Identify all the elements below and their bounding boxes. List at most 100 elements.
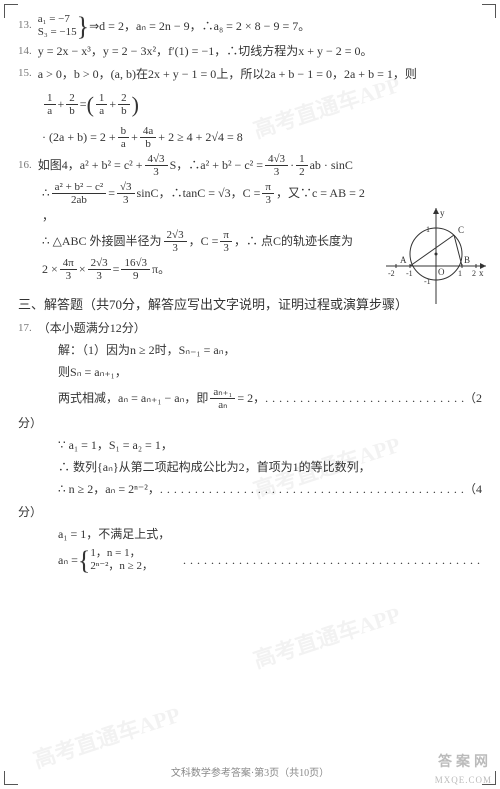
text: 分） [18,414,42,433]
q17-s8: aₙ = { 1，n = 1， 2ⁿ⁻²，n ≥ 2， ............… [18,547,482,573]
q15-cond2: b > 0 [74,65,99,84]
q15-line: 2x + y − 1 = 0 [148,65,216,84]
q17-fen1: 分） [18,414,482,433]
text: = [113,260,120,279]
frac: 16√39 [121,257,150,282]
q17-s5: ∴ 数列 {aₙ} 从第二项起构成公比为2，首项为1的等比数列， [18,458,482,477]
text: aₙ = [58,551,78,570]
text: 则 [58,363,70,382]
q15-l3: · (2a + b) = 2 + ba + 4ab + 2 ≥ 4 + 2√4 … [18,125,482,150]
tick: -1 [424,277,431,286]
text: a₁ = 1 [58,525,86,544]
text: S [170,156,177,175]
text: ，∴ [159,184,183,203]
q15-point: (a, b) [111,65,136,84]
q16-graph: A B C O x y -1 1 2 -2 1 -1 [386,208,486,304]
q17-head: 17. （本小题满分12分） [18,319,482,338]
circle-diagram-svg: A B C O x y -1 1 2 -2 1 -1 [386,208,486,304]
y-arrow [433,208,439,214]
q15-eqB: 2a + b = 1 [344,65,393,84]
crop-mark-tl [4,4,18,18]
text: C = [201,232,219,251]
q14: 14. y = 2x − x³， y = 2 − 3x²， f′(1) = −1… [18,42,482,61]
frac: 2√33 [88,257,111,282]
q13: 13. a₁ = −7 S₃ = −15 } ⇒ d = 2 ， aₙ = 2n… [18,13,482,39]
text: ， [189,232,201,251]
question-number: 15. [18,65,32,83]
text: aₙ = 2ⁿ⁻² [105,480,148,499]
text: ，不满足上式， [86,525,170,544]
q17-title: （本小题满分12分） [38,319,146,338]
text: ，即 [184,389,208,408]
tick: -2 [388,269,395,278]
q13-d: d = 2 [99,17,124,36]
brace-expr: { 1，n = 1， 2ⁿ⁻²，n ≥ 2， [78,547,153,573]
q17-s1: 解：（1）因为 n ≥ 2 时， Sₙ₋₁ = aₙ， [18,341,482,360]
brace-right: } [77,20,89,33]
q14-eq1: y = 2x − x³ [38,42,91,61]
text: 上，所以 [216,65,264,84]
text: c = AB = 2 [312,184,365,203]
page-footer: 文科数学参考答案·第3页（共10页） [0,764,500,779]
question-number: 13. [18,17,32,35]
stamp-sub: MXQE.COM [435,775,492,785]
label-O: O [438,267,445,277]
q14-tangent: x + y − 2 = 0 [298,42,360,61]
text: 解：（1）因为 [58,341,130,360]
tick: 1 [426,225,430,234]
text: ， [148,480,160,499]
frac: 2b [118,92,130,117]
center-dot [435,253,438,256]
frac: 4√33 [265,153,288,178]
text: 如图4， [38,156,80,175]
brace-expr: a₁ = −7 S₃ = −15 } [38,13,89,39]
text: × [79,260,86,279]
text: + [131,128,138,147]
axis-y: y [440,208,445,218]
line-AC [410,235,454,266]
text: 2 × [42,260,58,279]
q17-s6: ∴ n ≥ 2， aₙ = 2ⁿ⁻² ， ...................… [18,480,482,499]
label-B: B [464,255,470,265]
text: 。 [158,260,170,279]
text: n ≥ 2 [130,341,155,360]
q17-s7: a₁ = 1 ，不满足上式， [18,525,482,544]
frac: 2√33 [164,229,187,254]
text: 在 [136,65,148,84]
text: 1，n = 1， [90,547,153,560]
q15-cond1: a > 0 [38,65,62,84]
tick: 1 [458,269,462,278]
crop-mark-tr [482,4,496,18]
text: 分） [18,503,42,522]
text: + 2 ≥ 4 + 2√4 = 8 [158,128,242,147]
text: 时， [155,341,179,360]
text: ∴ △ABC 外接圆半径为 [42,232,162,251]
q13-an: aₙ = 2n − 9 [136,17,190,36]
q13-a8: a₈ = 2 × 8 − 9 = 7 [214,17,299,36]
text: ab · sinC [310,156,353,175]
text: a² + b² = c² + [80,156,143,175]
q13-a1: a₁ = −7 [38,13,77,26]
text: aₙ = aₙ₊₁ − aₙ [118,389,184,408]
arrow: ⇒ [89,17,99,36]
frac: √33 [117,181,135,206]
text: {aₙ} [97,458,119,477]
text: = 2， [237,389,265,408]
q15-l1: 15. a > 0， b > 0， (a, b) 在 2x + y − 1 = … [18,65,482,84]
tick: 2 [472,269,476,278]
score-mark: （2 [464,389,482,408]
text: ，则 [393,65,417,84]
q14-text: ，∴切线方程为 [214,42,298,61]
text: ，∴ [176,156,200,175]
text: ，又∵ [276,184,312,203]
frac: 2b [66,92,78,117]
text: ∴ n ≥ 2， [58,480,105,499]
q15-eqA: 2a + b − 1 = 0 [264,65,332,84]
watermark: 高考直通车APP [249,597,404,675]
frac: 1a [44,92,56,117]
frac: 4π3 [60,257,77,282]
text: Sₙ₋₁ = aₙ， [179,341,236,360]
label-A: A [400,255,407,265]
frac: aₙ₊₁aₙ [210,386,235,411]
text: C = [243,184,261,203]
